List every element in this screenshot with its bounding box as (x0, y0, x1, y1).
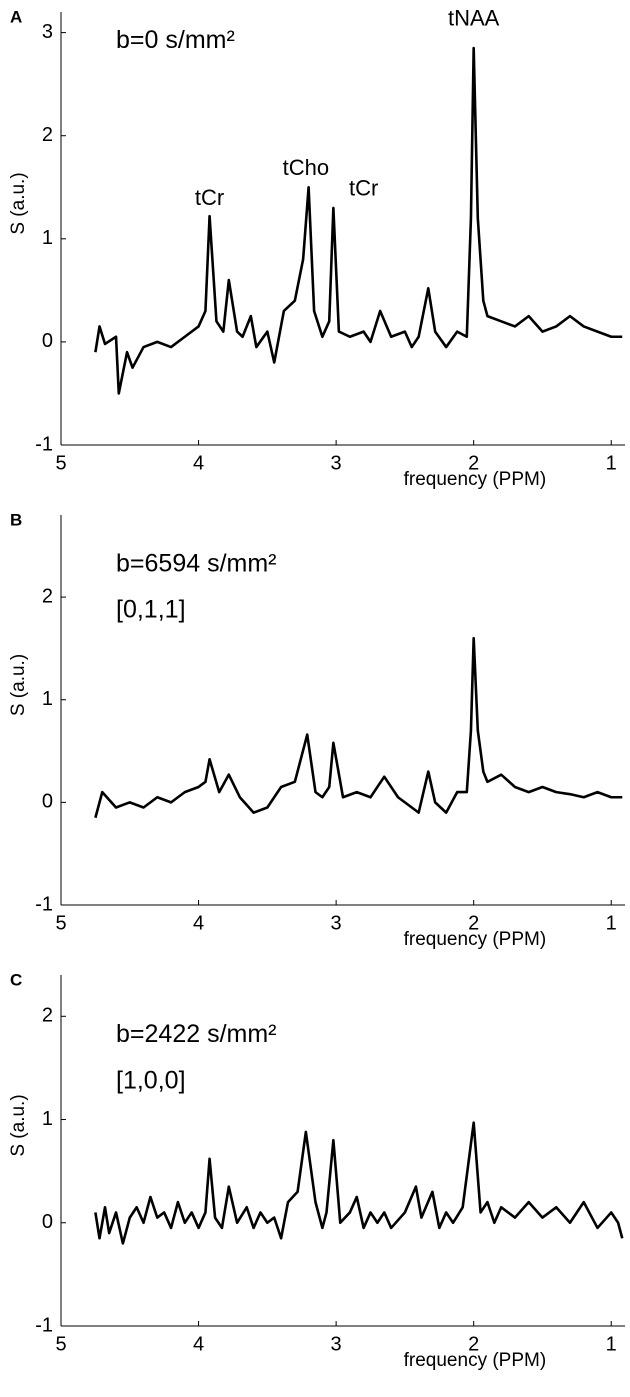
y-tick-label: 2 (42, 124, 53, 146)
y-tick-label: 2 (42, 585, 53, 607)
x-tick-label: 5 (55, 1333, 66, 1355)
panel-label: A (10, 7, 22, 26)
x-tick-label: 2 (468, 912, 479, 934)
x-tick-label: 4 (193, 452, 204, 474)
x-tick-label: 5 (55, 912, 66, 934)
panel-label: C (10, 970, 22, 989)
spectrum-line (94, 636, 623, 819)
spectrum-line (94, 46, 623, 395)
y-axis-label: S (a.u.) (8, 1094, 29, 1156)
annotation: tNAA (448, 5, 500, 30)
x-axis-label: frequency (PPM) (404, 1350, 547, 1371)
x-tick-label: 1 (606, 912, 617, 934)
y-tick-label: 1 (42, 1108, 53, 1130)
x-tick-label: 2 (468, 452, 479, 474)
annotation: [0,1,1] (116, 596, 185, 624)
y-tick-label: 3 (42, 21, 53, 43)
y-tick-label: 1 (42, 227, 53, 249)
y-tick-label: -1 (35, 893, 53, 915)
y-axis-label: S (a.u.) (8, 172, 29, 234)
x-tick-label: 5 (55, 452, 66, 474)
annotation: tCr (195, 185, 224, 210)
y-tick-label: 0 (42, 330, 53, 352)
annotation: b=2422 s/mm² (116, 1020, 277, 1048)
x-tick-label: 1 (606, 1333, 617, 1355)
y-tick-label: 1 (42, 688, 53, 710)
y-tick-label: -1 (35, 433, 53, 455)
x-tick-label: 4 (193, 912, 204, 934)
annotation: b=6594 s/mm² (116, 549, 277, 577)
annotation: b=0 s/mm² (116, 26, 235, 54)
y-tick-label: 0 (42, 791, 53, 813)
x-tick-label: 3 (331, 452, 342, 474)
spectrum-line (94, 1121, 624, 1245)
x-tick-label: 3 (331, 912, 342, 934)
x-tick-label: 3 (331, 1333, 342, 1355)
y-tick-label: 2 (42, 1005, 53, 1027)
x-axis-label: frequency (PPM) (404, 929, 547, 950)
annotation: [1,0,0] (116, 1067, 185, 1095)
x-tick-label: 1 (606, 452, 617, 474)
annotation: tCho (283, 155, 329, 180)
annotation: tCr (349, 176, 378, 201)
y-tick-label: 0 (42, 1211, 53, 1233)
x-axis-label: frequency (PPM) (404, 469, 547, 490)
y-tick-label: -1 (35, 1314, 53, 1336)
x-tick-label: 2 (468, 1333, 479, 1355)
y-axis-label: S (a.u.) (8, 654, 29, 716)
x-tick-label: 4 (193, 1333, 204, 1355)
panel-label: B (10, 510, 22, 529)
